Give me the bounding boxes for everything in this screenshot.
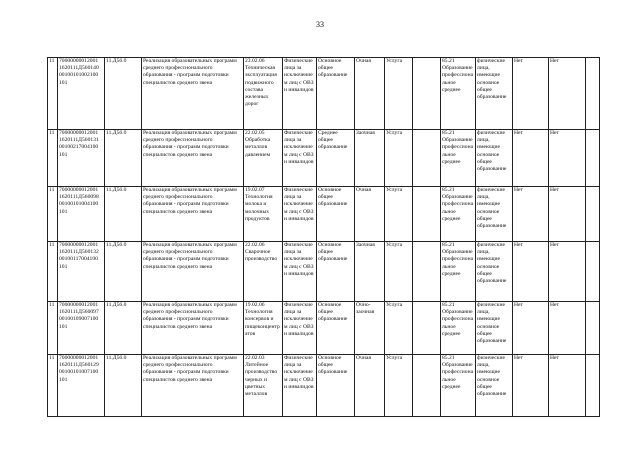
service-type: Услуга bbox=[384, 57, 413, 130]
study-form: Очная bbox=[354, 57, 385, 130]
service-type: Услуга bbox=[384, 354, 413, 417]
consumers: физические лица, имеющие основное общее … bbox=[475, 354, 513, 417]
row-number: 11 bbox=[47, 57, 58, 130]
row-number: 11 bbox=[47, 354, 58, 417]
empty-cell bbox=[412, 301, 441, 355]
consumer-category: Физические лица за исключением лиц с ОВЗ… bbox=[282, 186, 317, 242]
okved-description: 85.21 Образование профессиональное средн… bbox=[440, 301, 476, 355]
service-name: Реализация образовательных программ сред… bbox=[141, 354, 244, 417]
flag-1: Нет bbox=[512, 354, 549, 417]
empty-cell bbox=[412, 129, 441, 187]
service-name: Реализация образовательных программ сред… bbox=[141, 241, 244, 302]
specialty: 23.02.06 Техническая эксплуатация подвиж… bbox=[243, 57, 283, 130]
okved-description: 85.21 Образование профессиональное средн… bbox=[440, 241, 476, 302]
okved-description: 85.21 Образование профессиональное средн… bbox=[440, 57, 476, 130]
flag-2: Нет bbox=[548, 301, 586, 355]
okved-code: 11.Д56.0 bbox=[104, 186, 142, 242]
study-form: Заочная bbox=[354, 241, 385, 302]
study-form: Очная bbox=[354, 186, 385, 242]
empty-cell bbox=[585, 354, 600, 417]
flag-1: Нет bbox=[512, 57, 549, 130]
okved-code: 11.Д56.0 bbox=[104, 241, 142, 302]
flag-1: Нет bbox=[512, 186, 549, 242]
service-name: Реализация образовательных программ сред… bbox=[141, 57, 244, 130]
empty-cell bbox=[585, 129, 600, 187]
specialty: 22.02.06 Сварочное производство bbox=[243, 241, 283, 302]
empty-cell bbox=[412, 57, 441, 130]
consumers: физические лица, имеющие основное общее … bbox=[475, 301, 513, 355]
consumer-category: Физические лица за исключением лиц с ОВЗ… bbox=[282, 241, 317, 302]
table-row: 11 70000000012001 1620111Д560129 00100101… bbox=[47, 354, 600, 417]
flag-2: Нет bbox=[548, 57, 586, 130]
registry-code: 70000000012001 1620111Д560131 0010021700… bbox=[57, 129, 105, 187]
flag-2: Нет bbox=[548, 354, 586, 417]
table-row: 11 70000000012001 1620111Д560131 00100217… bbox=[47, 129, 600, 187]
empty-cell bbox=[412, 186, 441, 242]
empty-cell bbox=[585, 241, 600, 302]
registry-code: 70000000012001 1620111Д560129 0010010100… bbox=[57, 354, 105, 417]
service-type: Услуга bbox=[384, 241, 413, 302]
registry-code: 70000000012001 1620111Д560098 0010010100… bbox=[57, 186, 105, 242]
okved-code: 11.Д56.0 bbox=[104, 354, 142, 417]
empty-cell bbox=[585, 57, 600, 130]
consumer-category: Физические лица за исключением лиц с ОВЗ… bbox=[282, 354, 317, 417]
flag-2: Нет bbox=[548, 186, 586, 242]
empty-cell bbox=[412, 354, 441, 417]
okved-code: 11.Д56.0 bbox=[104, 129, 142, 187]
empty-cell bbox=[412, 241, 441, 302]
study-form: Заочная bbox=[354, 129, 385, 187]
registry-code: 70000000012001 1620111Д560140 0010010100… bbox=[57, 57, 105, 130]
service-name: Реализация образовательных программ сред… bbox=[141, 186, 244, 242]
service-type: Услуга bbox=[384, 301, 413, 355]
specialty: 19.02.06 Технология консервов и пищеконц… bbox=[243, 301, 283, 355]
flag-1: Нет bbox=[512, 241, 549, 302]
empty-cell bbox=[585, 186, 600, 242]
services-table: 11 70000000012001 1620111Д560140 00100101… bbox=[47, 57, 600, 417]
education-level: Среднее общее образование bbox=[316, 129, 355, 187]
consumers: физические лица, имеющие основное общее … bbox=[475, 241, 513, 302]
consumer-category: Физические лица за исключением лиц с ОВЗ… bbox=[282, 57, 317, 130]
consumer-category: Физические лица за исключением лиц с ОВЗ… bbox=[282, 301, 317, 355]
row-number: 11 bbox=[47, 301, 58, 355]
flag-1: Нет bbox=[512, 301, 549, 355]
okved-description: 85.21 Образование профессиональное средн… bbox=[440, 354, 476, 417]
consumer-category: Физические лица за исключением лиц с ОВЗ… bbox=[282, 129, 317, 187]
registry-code: 70000000012001 1620111Д560097 0010010900… bbox=[57, 301, 105, 355]
row-number: 11 bbox=[47, 129, 58, 187]
flag-1: Нет bbox=[512, 129, 549, 187]
specialty: 22.02.03 Литейное производство черных и … bbox=[243, 354, 283, 417]
okved-code: 11.Д56.0 bbox=[104, 301, 142, 355]
education-level: Основное общее образование bbox=[316, 241, 355, 302]
specialty: 19.02.07 Технология молока и молочных пр… bbox=[243, 186, 283, 242]
okved-code: 11.Д56.0 bbox=[104, 57, 142, 130]
row-number: 11 bbox=[47, 241, 58, 302]
row-number: 11 bbox=[47, 186, 58, 242]
service-type: Услуга bbox=[384, 186, 413, 242]
consumers: физические лица, имеющие основное общее … bbox=[475, 186, 513, 242]
service-name: Реализация образовательных программ сред… bbox=[141, 301, 244, 355]
table-row: 11 70000000012001 1620111Д560132 00100117… bbox=[47, 241, 600, 302]
consumers: физические лица, имеющие основное общее … bbox=[475, 57, 513, 130]
okved-description: 85.21 Образование профессиональное средн… bbox=[440, 129, 476, 187]
empty-cell bbox=[585, 301, 600, 355]
study-form: Очная bbox=[354, 354, 385, 417]
education-level: Основное общее образование bbox=[316, 186, 355, 242]
education-level: Основное общее образование bbox=[316, 301, 355, 355]
okved-description: 85.21 Образование профессиональное средн… bbox=[440, 186, 476, 242]
table-row: 11 70000000012001 1620111Д560098 00100101… bbox=[47, 186, 600, 242]
education-level: Основное общее образование bbox=[316, 57, 355, 130]
page-number: 33 bbox=[316, 20, 324, 29]
service-name: Реализация образовательных программ сред… bbox=[141, 129, 244, 187]
consumers: физические лица, имеющие основное общее … bbox=[475, 129, 513, 187]
education-level: Основное общее образование bbox=[316, 354, 355, 417]
registry-code: 70000000012001 1620111Д560132 0010011700… bbox=[57, 241, 105, 302]
study-form: Очно-заочная bbox=[354, 301, 385, 355]
table-row: 11 70000000012001 1620111Д560097 00100109… bbox=[47, 301, 600, 355]
service-type: Услуга bbox=[384, 129, 413, 187]
specialty: 22.02.05 Обработка металлов давлением bbox=[243, 129, 283, 187]
table-row: 11 70000000012001 1620111Д560140 00100101… bbox=[47, 57, 600, 130]
flag-2: Нет bbox=[548, 241, 586, 302]
flag-2: Нет bbox=[548, 129, 586, 187]
